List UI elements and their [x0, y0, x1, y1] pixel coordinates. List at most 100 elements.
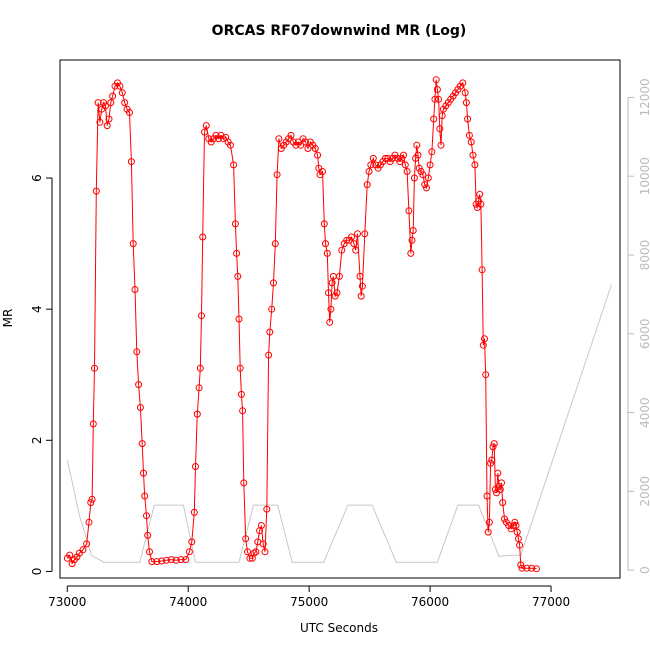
y-tick-label: 2 — [30, 436, 44, 444]
x-tick-label: 77000 — [532, 595, 570, 609]
mr-point — [240, 479, 248, 487]
mr-point — [410, 174, 418, 182]
mr-point — [338, 246, 346, 254]
mr-point — [66, 551, 74, 559]
mr-point — [494, 469, 502, 477]
mr-point — [415, 164, 423, 172]
mr-point — [325, 289, 332, 297]
mr-point — [135, 381, 143, 389]
mr-point — [266, 328, 274, 336]
mr-point — [153, 558, 161, 566]
mr-point — [144, 531, 152, 539]
mr-point — [237, 390, 245, 398]
mr-point — [92, 187, 100, 195]
mr-point — [435, 95, 443, 103]
mr-point — [401, 161, 409, 169]
y-axis-label: MR — [1, 309, 15, 328]
mr-point — [489, 443, 497, 451]
mr-point — [83, 540, 91, 548]
mr-point — [199, 233, 207, 241]
mr-point — [354, 230, 361, 238]
mr-point — [227, 141, 234, 149]
mr-point — [461, 89, 469, 97]
mr-point — [196, 364, 204, 372]
mr-point — [357, 292, 365, 300]
mr-point — [287, 131, 295, 139]
mr-point — [304, 145, 312, 152]
mr-point — [261, 548, 269, 556]
mr-point — [148, 558, 156, 566]
mr-point — [469, 151, 477, 159]
mr-point — [167, 556, 175, 564]
mr-point — [510, 522, 518, 529]
mr-point — [172, 556, 180, 564]
mr-point — [105, 115, 113, 123]
mr-point — [423, 184, 430, 192]
y-axis: 0 2 4 6 — [30, 174, 53, 575]
mr-point — [430, 115, 438, 123]
mr-point — [403, 168, 411, 175]
mr-point — [476, 190, 484, 198]
mr-point — [407, 249, 415, 257]
mr-point — [319, 168, 326, 175]
mr-point — [126, 109, 133, 116]
mr-point — [302, 138, 309, 146]
mr-point — [331, 292, 339, 300]
mr-point — [201, 128, 208, 136]
mr-point — [133, 348, 141, 356]
x-tick-label: 73000 — [48, 595, 86, 609]
x-tick-label: 76000 — [411, 595, 449, 609]
mr-point — [496, 486, 504, 493]
mr-point — [185, 548, 193, 556]
mr-point — [471, 161, 479, 169]
mr-point — [242, 535, 250, 543]
mr-point — [333, 289, 341, 297]
mr-point — [400, 151, 407, 159]
mr-point — [517, 561, 525, 569]
mr-point — [146, 548, 153, 556]
mr-point — [433, 86, 441, 93]
mr-point — [343, 236, 351, 244]
x-axis: 73000 74000 75000 76000 77000 — [48, 585, 570, 609]
y-tick-label: 4 — [30, 305, 44, 313]
mr-point — [478, 266, 486, 274]
mr-point — [488, 456, 496, 464]
mr-point — [188, 538, 196, 546]
mr-point — [91, 364, 98, 372]
mr-point — [252, 548, 260, 556]
mr-point — [79, 546, 87, 554]
y2-tick-label: 2000 — [638, 476, 650, 507]
mr-point — [236, 364, 244, 372]
mr-point — [484, 528, 492, 536]
mr-point — [311, 145, 319, 152]
mr-point — [365, 168, 373, 175]
mr-point — [127, 158, 135, 166]
mr-point — [516, 541, 524, 549]
mr-point — [177, 556, 185, 564]
mr-point — [136, 404, 144, 411]
mr-point — [198, 312, 205, 320]
mr-point — [431, 95, 439, 103]
mr-point — [231, 220, 239, 228]
mr-point — [246, 554, 254, 562]
mr-point — [518, 564, 526, 572]
mr-point — [327, 305, 335, 313]
mr-point — [479, 341, 487, 349]
mr-point — [270, 279, 277, 287]
y2-tick-label: 4000 — [638, 397, 650, 428]
mr-point — [259, 540, 267, 548]
mr-point — [514, 535, 522, 543]
mr-point — [477, 200, 485, 208]
mr-point — [103, 122, 111, 130]
mr-point — [459, 79, 467, 87]
mr-point — [230, 161, 238, 169]
mr-point — [118, 89, 126, 97]
mr-point — [511, 518, 519, 526]
mr-point — [195, 384, 203, 392]
mr-point — [363, 181, 371, 189]
mr-point — [143, 512, 150, 520]
mr-point — [432, 76, 440, 84]
mr-point — [356, 272, 364, 280]
mr-point — [352, 246, 360, 254]
y2-axis: 0 2000 4000 6000 8000 10000 12000 — [627, 78, 650, 574]
